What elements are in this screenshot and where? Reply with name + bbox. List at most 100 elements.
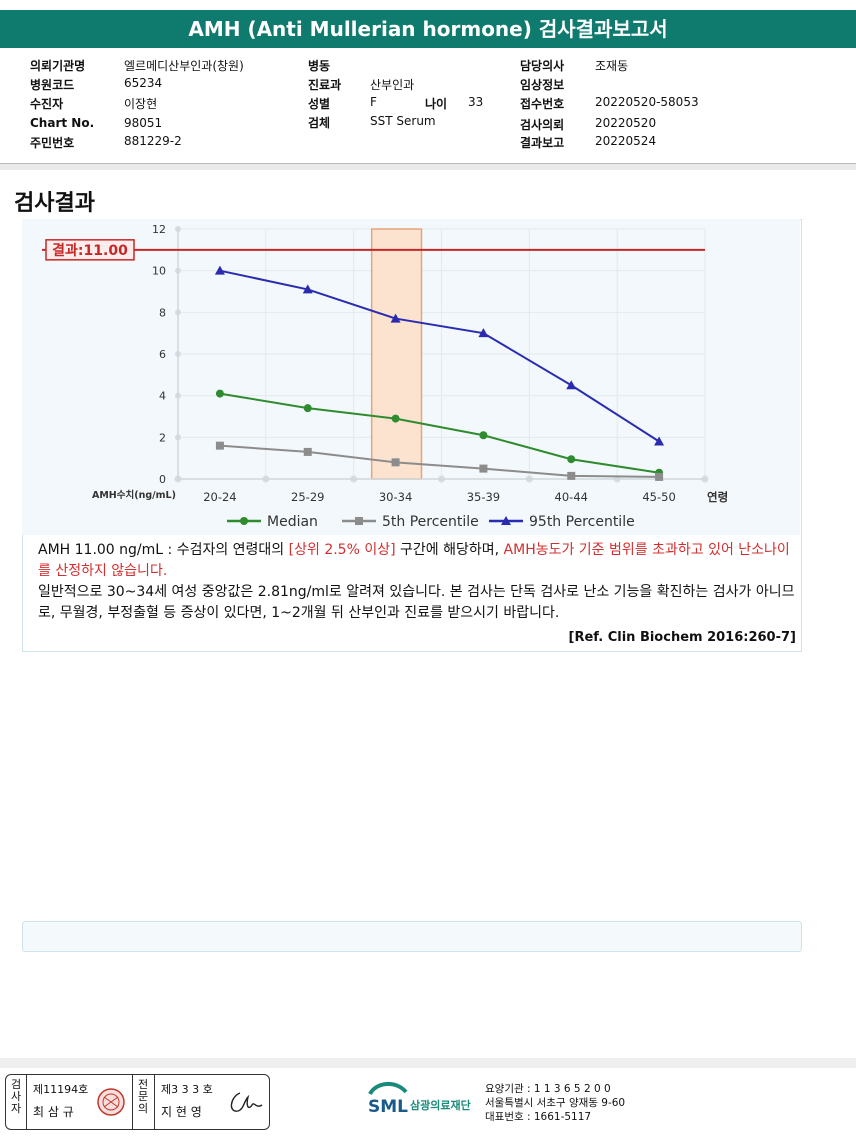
doctor-value: 조재동 bbox=[595, 59, 629, 73]
point-5th-percentile bbox=[303, 447, 312, 456]
amh-chart: 0 2 4 6 8 10 12 20-24 25-29 30-34 35-39 40-44 45-50 연… bbox=[42, 223, 728, 530]
point-median bbox=[303, 404, 312, 413]
result-note: AMH 11.00 ng/mL : 수검자의 연령대의 [상위 2.5% 이상]… bbox=[38, 540, 798, 624]
x-tick-label: 45-50 bbox=[642, 490, 675, 504]
clinical-label: 임상정보 bbox=[520, 78, 565, 92]
examiner-no: 제11194호 bbox=[33, 1083, 89, 1096]
x-tick-label: 40-44 bbox=[555, 490, 588, 504]
legend-label-median: Median bbox=[267, 514, 318, 530]
report-title: AMH (Anti Mullerian hormone) 검사결과보고서 bbox=[0, 10, 856, 48]
chart-label: Chart No. bbox=[30, 116, 95, 130]
x-tick-label: 20-24 bbox=[203, 490, 236, 504]
receipt-value: 20220520-58053 bbox=[595, 95, 699, 109]
request-value: 20220520 bbox=[595, 116, 657, 130]
comment-box bbox=[22, 921, 802, 952]
point-median bbox=[215, 389, 224, 398]
section-title: 검사결과 bbox=[14, 191, 95, 216]
y-tick-label: 8 bbox=[159, 306, 166, 319]
x-axis-label: 연령 bbox=[707, 490, 728, 504]
note-line2: 일반적으로 30~34세 여성 중앙값은 2.81ng/ml로 알려져 있습니다… bbox=[38, 584, 795, 621]
series-line-5th-percentile bbox=[219, 444, 660, 478]
signature-box: 검사자 제11194호 최 삼 규 전문의 제3 3 3 호 지 현 영 bbox=[5, 1074, 270, 1130]
code-value: 65234 bbox=[124, 76, 163, 90]
x-tick-label: 30-34 bbox=[379, 490, 412, 504]
legend-marker-5th-percentile bbox=[355, 517, 363, 525]
x-tick-label: 35-39 bbox=[467, 490, 500, 504]
point-5th-percentile bbox=[391, 458, 400, 467]
note-line1-red1: [상위 2.5% 이상] bbox=[288, 542, 396, 558]
legend-label-95th-percentile: 95th Percentile bbox=[529, 514, 635, 530]
sex-label: 성별 bbox=[308, 97, 331, 111]
point-95th-percentile bbox=[302, 284, 313, 294]
org-label: 의뢰기관명 bbox=[30, 59, 86, 73]
y-axis-label: AMH수치(ng/mL) bbox=[92, 489, 176, 501]
series-line-median bbox=[219, 392, 660, 474]
result-label: 결과:11.00 bbox=[52, 242, 128, 259]
logo-text: SML bbox=[368, 1097, 408, 1117]
age-label: 나이 bbox=[425, 97, 448, 111]
dept-value: 산부인과 bbox=[370, 78, 415, 92]
chart-value: 98051 bbox=[124, 116, 163, 130]
point-95th-percentile bbox=[214, 265, 225, 275]
point-median bbox=[567, 455, 576, 464]
legend-marker-median bbox=[240, 517, 248, 525]
highlight-band bbox=[370, 228, 423, 480]
point-95th-percentile bbox=[654, 436, 665, 446]
address-line3: 대표번호 : 1661-5117 bbox=[485, 1111, 592, 1123]
doctor-label: 담당의사 bbox=[520, 59, 565, 73]
note-line1-red2: AMH농도가 기준 범위를 초과하고 있어 난소나이를 산정하지 않습니다. bbox=[38, 542, 790, 579]
point-5th-percentile bbox=[655, 472, 664, 481]
patient-value: 이장현 bbox=[124, 97, 158, 111]
point-95th-percentile bbox=[566, 380, 577, 390]
ward-label: 병동 bbox=[308, 59, 331, 73]
seal-stamp-icon bbox=[97, 1088, 125, 1116]
code-label: 병원코드 bbox=[30, 78, 75, 92]
legend-marker-95th-percentile bbox=[501, 516, 511, 525]
signature-icon bbox=[230, 1092, 263, 1112]
examiner-label: 검사자 bbox=[10, 1078, 22, 1115]
note-line1-mid: 구간에 해당하며, bbox=[395, 542, 504, 558]
sex-value: F bbox=[370, 95, 377, 109]
y-tick-label: 6 bbox=[159, 348, 166, 361]
org-value: 엘르메디산부인과(창원) bbox=[124, 59, 244, 73]
y-tick-label: 2 bbox=[159, 431, 166, 444]
dept-label: 진료과 bbox=[308, 78, 342, 92]
y-tick-label: 4 bbox=[159, 390, 166, 403]
patient-info: 의뢰기관명 엘르메디산부인과(창원) 병원코드 65234 수진자 이장현 Ch… bbox=[0, 55, 856, 163]
result-label-box bbox=[45, 239, 135, 261]
specialist-name: 지 현 영 bbox=[161, 1105, 202, 1119]
point-median bbox=[391, 414, 400, 423]
point-5th-percentile bbox=[567, 471, 576, 480]
rrn-label: 주민번호 bbox=[30, 136, 75, 150]
specialist-label: 전문의 bbox=[137, 1078, 149, 1115]
y-tick-label: 12 bbox=[152, 223, 166, 236]
point-median bbox=[479, 431, 488, 440]
legend-label-5th-percentile: 5th Percentile bbox=[382, 514, 479, 530]
y-tick-label: 10 bbox=[152, 265, 166, 278]
point-95th-percentile bbox=[478, 328, 489, 338]
company-address: 요양기관 : 1 1 3 6 5 2 0 0 서울특별시 서초구 양재동 9-6… bbox=[485, 1082, 625, 1124]
sml-logo-icon: SML bbox=[368, 1082, 408, 1117]
receipt-label: 접수번호 bbox=[520, 97, 565, 111]
address-line1: 요양기관 : 1 1 3 6 5 2 0 0 bbox=[485, 1083, 611, 1095]
x-tick-label: 25-29 bbox=[291, 490, 324, 504]
specialist-no: 제3 3 3 호 bbox=[161, 1083, 213, 1096]
specimen-label: 검체 bbox=[308, 116, 331, 130]
point-5th-percentile bbox=[215, 441, 224, 450]
age-value: 33 bbox=[468, 95, 484, 109]
specimen-value: SST Serum bbox=[370, 114, 436, 128]
footer-divider bbox=[0, 1058, 856, 1068]
reference-citation: [Ref. Clin Biochem 2016:260-7] bbox=[568, 630, 796, 645]
note-line1-prefix: AMH 11.00 ng/mL : 수검자의 연령대의 bbox=[38, 542, 289, 558]
series-line-95th-percentile bbox=[219, 269, 660, 443]
report-label: 결과보고 bbox=[520, 136, 565, 150]
point-5th-percentile bbox=[479, 464, 488, 473]
y-tick-label: 0 bbox=[159, 473, 166, 486]
rrn-value: 881229-2 bbox=[124, 134, 182, 148]
report-value: 20220524 bbox=[595, 134, 657, 148]
request-label: 검사의뢰 bbox=[520, 118, 565, 132]
point-95th-percentile bbox=[390, 313, 401, 323]
patient-label: 수진자 bbox=[30, 97, 64, 111]
examiner-name: 최 삼 규 bbox=[33, 1105, 74, 1119]
company-name: 삼광의료재단 bbox=[410, 1099, 471, 1112]
